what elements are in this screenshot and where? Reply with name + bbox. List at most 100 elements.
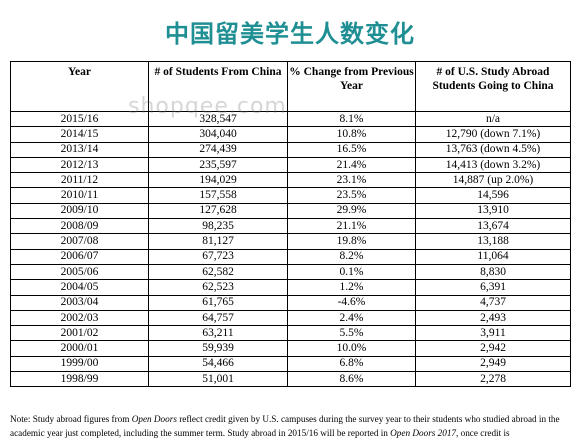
cell-year: 2000/01 [10,340,149,357]
cell-change: 10.8% [287,126,416,143]
col-header-year: Year [10,61,149,112]
cell-change: 2.4% [287,309,416,327]
table-row: 2010/11 157,558 23.5% 14,596 [10,187,571,204]
cell-us-abroad: 14,596 [415,187,571,204]
cell-us-abroad: 2,278 [415,371,571,388]
cell-year: 2009/10 [10,202,149,220]
col-header-change: % Change from Previous Year [287,61,416,112]
table-row: 2006/07 67,723 8.2% 11,064 [10,248,571,265]
cell-students: 274,439 [148,141,288,158]
cell-change: 5.5% [287,325,416,342]
cell-students: 62,582 [148,263,288,281]
cell-change: -4.6% [287,294,416,311]
table-row: 2001/02 63,211 5.5% 3,911 [10,325,571,342]
table-row: 2007/08 81,127 19.8% 13,188 [10,233,571,250]
cell-year: 2003/04 [10,294,149,311]
cell-students: 54,466 [148,355,288,373]
cell-us-abroad: 14,887 (up 2.0%) [415,172,571,189]
footnote: Note: Study abroad figures from Open Doo… [10,412,578,440]
cell-change: 29.9% [287,202,416,220]
cell-us-abroad: 2,493 [415,309,571,327]
cell-change: 1.2% [287,279,416,296]
cell-year: 2014/15 [10,126,149,143]
cell-us-abroad: 8,830 [415,263,571,281]
cell-year: 1999/00 [10,355,149,373]
cell-year: 2001/02 [10,325,149,342]
footnote-text: Note: Study abroad figures from [10,414,132,424]
cell-us-abroad: 11,064 [415,248,571,265]
cell-us-abroad: 12,790 (down 7.1%) [415,126,571,143]
cell-year: 2006/07 [10,248,149,265]
cell-change: 16.5% [287,141,416,158]
table-row: 2002/03 64,757 2.4% 2,493 [10,309,571,327]
col-header-students: # of Students From China [148,61,288,112]
footnote-report-title: Open Doors 2017 [390,428,457,438]
cell-year: 2015/16 [10,110,149,128]
table-row: 2008/09 98,235 21.1% 13,674 [10,218,571,235]
table-row: 2012/13 235,597 21.4% 14,413 (down 3.2%) [10,156,571,174]
table-row: 2000/01 59,939 10.0% 2,942 [10,340,571,357]
page-title: 中国留美学生人数变化 [165,20,415,48]
cell-students: 59,939 [148,340,288,357]
cell-year: 2011/12 [10,172,149,189]
footnote-text: reflect credit given by U.S. campuses du… [10,414,560,438]
cell-change: 23.1% [287,172,416,189]
table-row: 2013/14 274,439 16.5% 13,763 (down 4.5%) [10,141,571,158]
table-row: 1998/99 51,001 8.6% 2,278 [10,371,571,388]
table-row: 2005/06 62,582 0.1% 8,830 [10,263,571,281]
cell-students: 157,558 [148,187,288,204]
cell-us-abroad: 13,910 [415,202,571,220]
cell-students: 63,211 [148,325,288,342]
cell-year: 1998/99 [10,371,149,388]
cell-us-abroad: 14,413 (down 3.2%) [415,156,571,174]
cell-change: 23.5% [287,187,416,204]
table-row: 1999/00 54,466 6.8% 2,949 [10,355,571,373]
cell-us-abroad: 3,911 [415,325,571,342]
cell-change: 8.1% [287,110,416,128]
cell-students: 67,723 [148,248,288,265]
cell-us-abroad: 13,188 [415,233,571,250]
cell-students: 127,628 [148,202,288,220]
cell-students: 61,765 [148,294,288,311]
cell-students: 328,547 [148,110,288,128]
table-row: 2003/04 61,765 -4.6% 4,737 [10,294,571,311]
cell-us-abroad: 13,674 [415,218,571,235]
cell-change: 0.1% [287,263,416,281]
table-row: 2004/05 62,523 1.2% 6,391 [10,279,571,296]
cell-us-abroad: 13,763 (down 4.5%) [415,141,571,158]
cell-us-abroad: 4,737 [415,294,571,311]
cell-year: 2010/11 [10,187,149,204]
cell-change: 8.2% [287,248,416,265]
cell-students: 81,127 [148,233,288,250]
cell-students: 304,040 [148,126,288,143]
cell-year: 2008/09 [10,218,149,235]
cell-change: 8.6% [287,371,416,388]
col-header-us-study-abroad: # of U.S. Study Abroad Students Going to… [415,61,571,112]
cell-students: 194,029 [148,172,288,189]
footnote-source-title: Open Doors [131,414,177,424]
cell-students: 51,001 [148,371,288,388]
cell-students: 62,523 [148,279,288,296]
students-table: Year # of Students From China % Change f… [10,61,571,388]
cell-change: 21.4% [287,156,416,174]
footnote-text: , once credit is [456,428,510,438]
cell-year: 2005/06 [10,263,149,281]
cell-us-abroad: 2,942 [415,340,571,357]
cell-us-abroad: 2,949 [415,355,571,373]
table-row: 2011/12 194,029 23.1% 14,887 (up 2.0%) [10,172,571,189]
cell-change: 10.0% [287,340,416,357]
table-row: 2015/16 328,547 8.1% n/a [10,110,571,128]
cell-year: 2002/03 [10,309,149,327]
table-row: 2009/10 127,628 29.9% 13,910 [10,202,571,220]
cell-students: 64,757 [148,309,288,327]
table-header-row: Year # of Students From China % Change f… [10,61,571,112]
cell-year: 2007/08 [10,233,149,250]
cell-students: 98,235 [148,218,288,235]
cell-year: 2004/05 [10,279,149,296]
cell-change: 19.8% [287,233,416,250]
cell-year: 2013/14 [10,141,149,158]
cell-change: 21.1% [287,218,416,235]
cell-change: 6.8% [287,355,416,373]
cell-us-abroad: n/a [415,110,571,128]
cell-students: 235,597 [148,156,288,174]
